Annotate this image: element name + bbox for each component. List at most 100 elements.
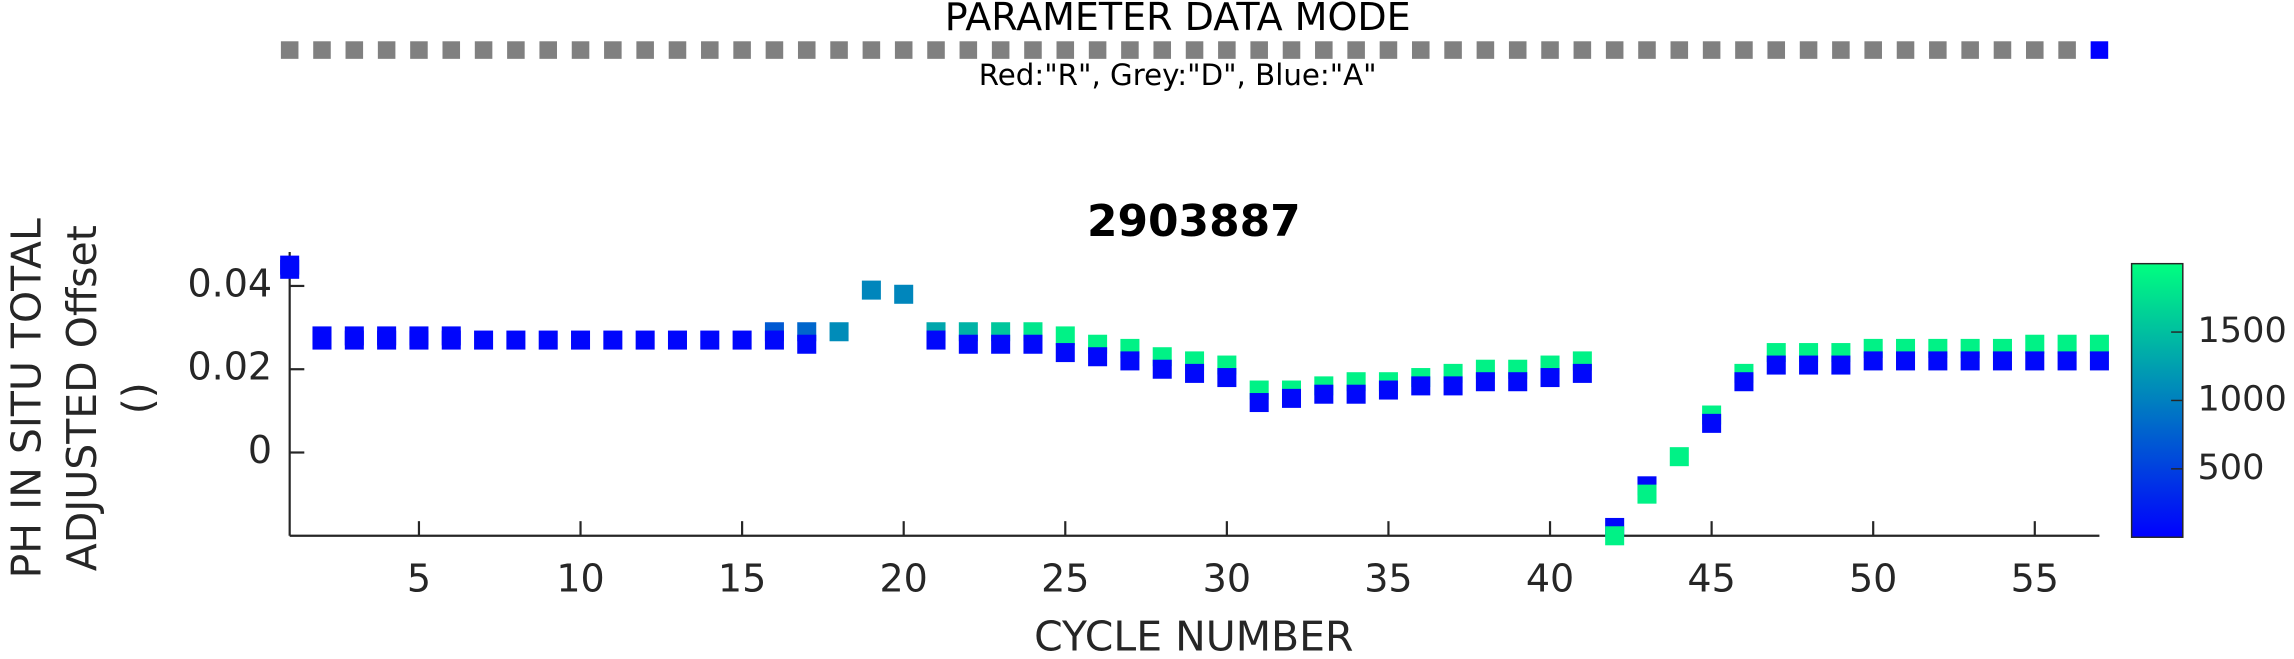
- data-point: [861, 280, 881, 300]
- x-axis-label: CYCLE NUMBER: [1034, 613, 1353, 659]
- mode-marker: [1476, 41, 1495, 59]
- y-tick-label: 0.02: [187, 345, 272, 389]
- colorbar-tick-label: 500: [2197, 447, 2264, 488]
- mode-marker: [474, 41, 493, 59]
- data-point: [1637, 484, 1657, 504]
- mode-marker: [1218, 41, 1236, 59]
- colorbar-tick-label: 1500: [2197, 310, 2286, 351]
- data-point: [1702, 413, 1722, 433]
- y-tick-label: 0: [248, 428, 272, 472]
- mode-marker: [1411, 41, 1430, 59]
- data-point: [1669, 447, 1689, 467]
- data-point: [344, 330, 364, 350]
- data-point: [1960, 351, 1980, 371]
- data-point: [377, 330, 397, 350]
- mode-marker: [1541, 41, 1559, 59]
- data-point: [1863, 351, 1883, 371]
- data-point: [2025, 334, 2045, 354]
- data-point: [1217, 368, 1237, 388]
- mode-marker: [1767, 41, 1786, 59]
- data-point: [1055, 326, 1075, 346]
- data-point: [1734, 372, 1754, 392]
- colorbar-tick-label: 1000: [2197, 378, 2286, 419]
- y-axis-label: PH IN SITU TOTAL: [2, 218, 50, 578]
- data-point: [571, 330, 591, 350]
- data-point: [2089, 334, 2109, 354]
- data-point: [1766, 355, 1786, 375]
- mode-marker: [345, 41, 364, 59]
- x-tick-label: 25: [1041, 557, 1089, 601]
- mode-marker: [1315, 41, 1333, 59]
- mode-marker: [1282, 41, 1301, 59]
- mode-marker: [410, 41, 428, 59]
- data-point: [667, 330, 687, 350]
- x-tick-label: 35: [1364, 557, 1412, 601]
- mode-marker: [636, 41, 654, 59]
- data-point: [1992, 351, 2012, 371]
- data-point: [1023, 334, 1043, 354]
- mode-marker: [1444, 41, 1462, 59]
- mode-marker: [1056, 41, 1075, 59]
- mode-marker: [1670, 41, 1689, 59]
- x-tick-label: 50: [1849, 557, 1897, 601]
- data-point: [1928, 351, 1948, 371]
- data-point: [2089, 351, 2109, 371]
- mode-marker: [830, 41, 848, 59]
- x-tick-label: 15: [718, 557, 766, 601]
- data-point: [474, 330, 494, 350]
- data-point: [312, 330, 332, 350]
- data-point: [2025, 351, 2045, 371]
- x-tick-label: 10: [556, 557, 604, 601]
- mode-marker: [959, 41, 978, 59]
- data-point: [764, 330, 784, 350]
- mode-marker: [1832, 41, 1850, 59]
- data-point: [797, 334, 817, 354]
- data-point: [926, 330, 946, 350]
- data-point: [506, 330, 526, 350]
- mode-marker: [377, 41, 396, 59]
- mode-marker: [894, 41, 913, 59]
- mode-marker: [1735, 41, 1753, 59]
- data-point: [1120, 351, 1140, 371]
- mode-marker: [1896, 41, 1915, 59]
- mode-marker: [1185, 41, 1204, 59]
- mode-marker: [1121, 41, 1139, 59]
- x-tick-label: 45: [1687, 557, 1735, 601]
- data-point: [700, 330, 720, 350]
- data-point: [1896, 351, 1916, 371]
- data-point: [1055, 343, 1075, 363]
- data-point: [1314, 384, 1334, 404]
- mode-title: PARAMETER DATA MODE: [945, 0, 1411, 39]
- data-point: [1152, 359, 1172, 379]
- data-point: [1281, 388, 1302, 408]
- data-point: [603, 330, 623, 350]
- mode-marker: [313, 41, 331, 59]
- mode-marker: [571, 41, 590, 59]
- data-point: [1540, 368, 1560, 388]
- data-point: [2057, 334, 2077, 354]
- data-point: [1443, 376, 1463, 396]
- data-point: [829, 322, 849, 342]
- mode-marker: [1638, 41, 1656, 59]
- mode-marker: [797, 41, 816, 59]
- data-point: [409, 330, 429, 350]
- data-point: [2057, 351, 2077, 371]
- x-tick-label: 55: [2011, 557, 2059, 601]
- data-point: [1508, 372, 1528, 392]
- mode-marker: [1347, 41, 1365, 59]
- mode-legend: Red:"R", Grey:"D", Blue:"A": [979, 58, 1377, 92]
- mode-marker: [1864, 41, 1882, 59]
- y-axis-label: ADJUSTED Offset: [58, 225, 106, 571]
- y-axis-label: (): [113, 382, 161, 414]
- data-point: [1378, 380, 1398, 400]
- mode-marker: [1993, 41, 2012, 59]
- data-point: [635, 330, 655, 350]
- mode-marker: [1024, 41, 1042, 59]
- mode-marker: [733, 41, 751, 59]
- data-point: [1249, 393, 1269, 413]
- mode-marker: [539, 41, 557, 59]
- mode-marker: [668, 41, 687, 59]
- data-point: [894, 284, 914, 304]
- mode-marker: [991, 41, 1010, 59]
